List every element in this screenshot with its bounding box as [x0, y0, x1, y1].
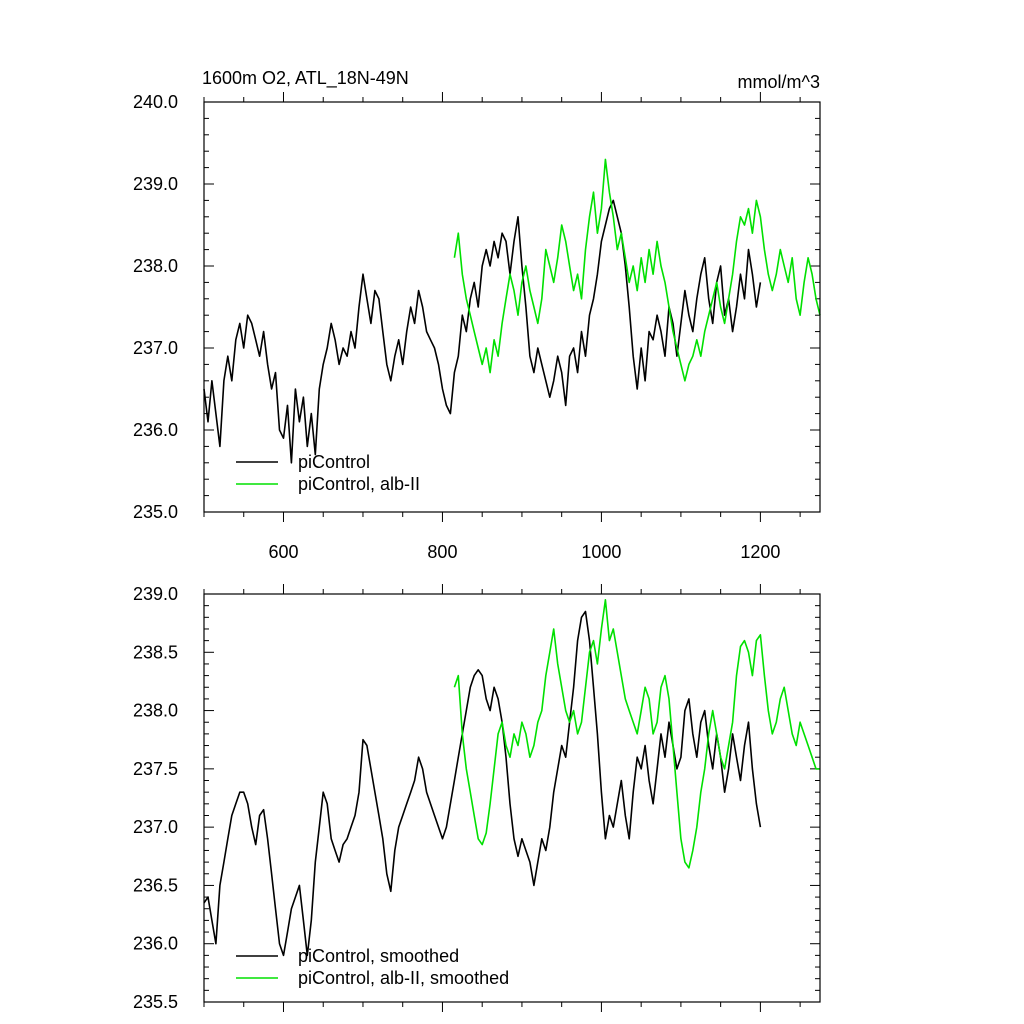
series-line-picontrol-smoothed [203, 610, 762, 957]
x-tick-label: 1000 [581, 542, 621, 562]
bottom-panel-ticks [203, 584, 820, 1012]
y-tick-label: 238.0 [133, 256, 178, 276]
y-tick-label: 235.5 [133, 992, 178, 1012]
series-line-picontrol [203, 199, 762, 464]
legend-label: piControl, alb-II, smoothed [298, 968, 509, 988]
y-tick-label: 239.0 [133, 584, 178, 604]
y-tick-label: 237.0 [133, 817, 178, 837]
y-tick-label: 235.0 [133, 502, 178, 522]
y-tick-label: 237.5 [133, 759, 178, 779]
y-tick-label: 239.0 [133, 174, 178, 194]
chart-title: 1600m O2, ATL_18N-49N [202, 68, 409, 89]
y-tick-label: 240.0 [133, 92, 178, 112]
y-tick-label: 238.5 [133, 642, 178, 662]
y-tick-label: 236.0 [133, 420, 178, 440]
x-tick-label: 600 [268, 542, 298, 562]
bottom-panel-tick-labels: 235.5 236.0 236.5 237.0 237.5 238.0 238.5 239.0 [133, 584, 178, 1012]
series-line-picontrol-alb-ii [453, 158, 821, 382]
units-label: mmol/m^3 [738, 72, 820, 92]
y-tick-label: 237.0 [133, 338, 178, 358]
y-tick-label: 236.5 [133, 875, 178, 895]
legend-label: piControl [298, 452, 370, 472]
top-panel-frame [203, 101, 821, 513]
x-tick-label: 800 [427, 542, 457, 562]
y-tick-label: 236.0 [133, 934, 178, 954]
top-panel-tick-labels: 235.0 236.0 237.0 238.0 239.0 240.0 600 800 1000… [133, 92, 780, 562]
top-panel: 1600m O2, ATL_18N-49N mmol/m^3 235.0 236.… [133, 68, 821, 562]
bottom-panel-frame [203, 593, 821, 1003]
series-line-picontrol-alb-ii-smoothed [453, 598, 820, 869]
bottom-panel: 235.5 236.0 236.5 237.0 237.5 238.0 238.5 239.0… [133, 584, 821, 1012]
legend-label: piControl, alb-II [298, 474, 420, 494]
legend-label: piControl, smoothed [298, 946, 459, 966]
top-panel-series [203, 158, 821, 464]
bottom-panel-series [203, 598, 820, 957]
x-tick-label: 1200 [740, 542, 780, 562]
y-tick-label: 238.0 [133, 701, 178, 721]
